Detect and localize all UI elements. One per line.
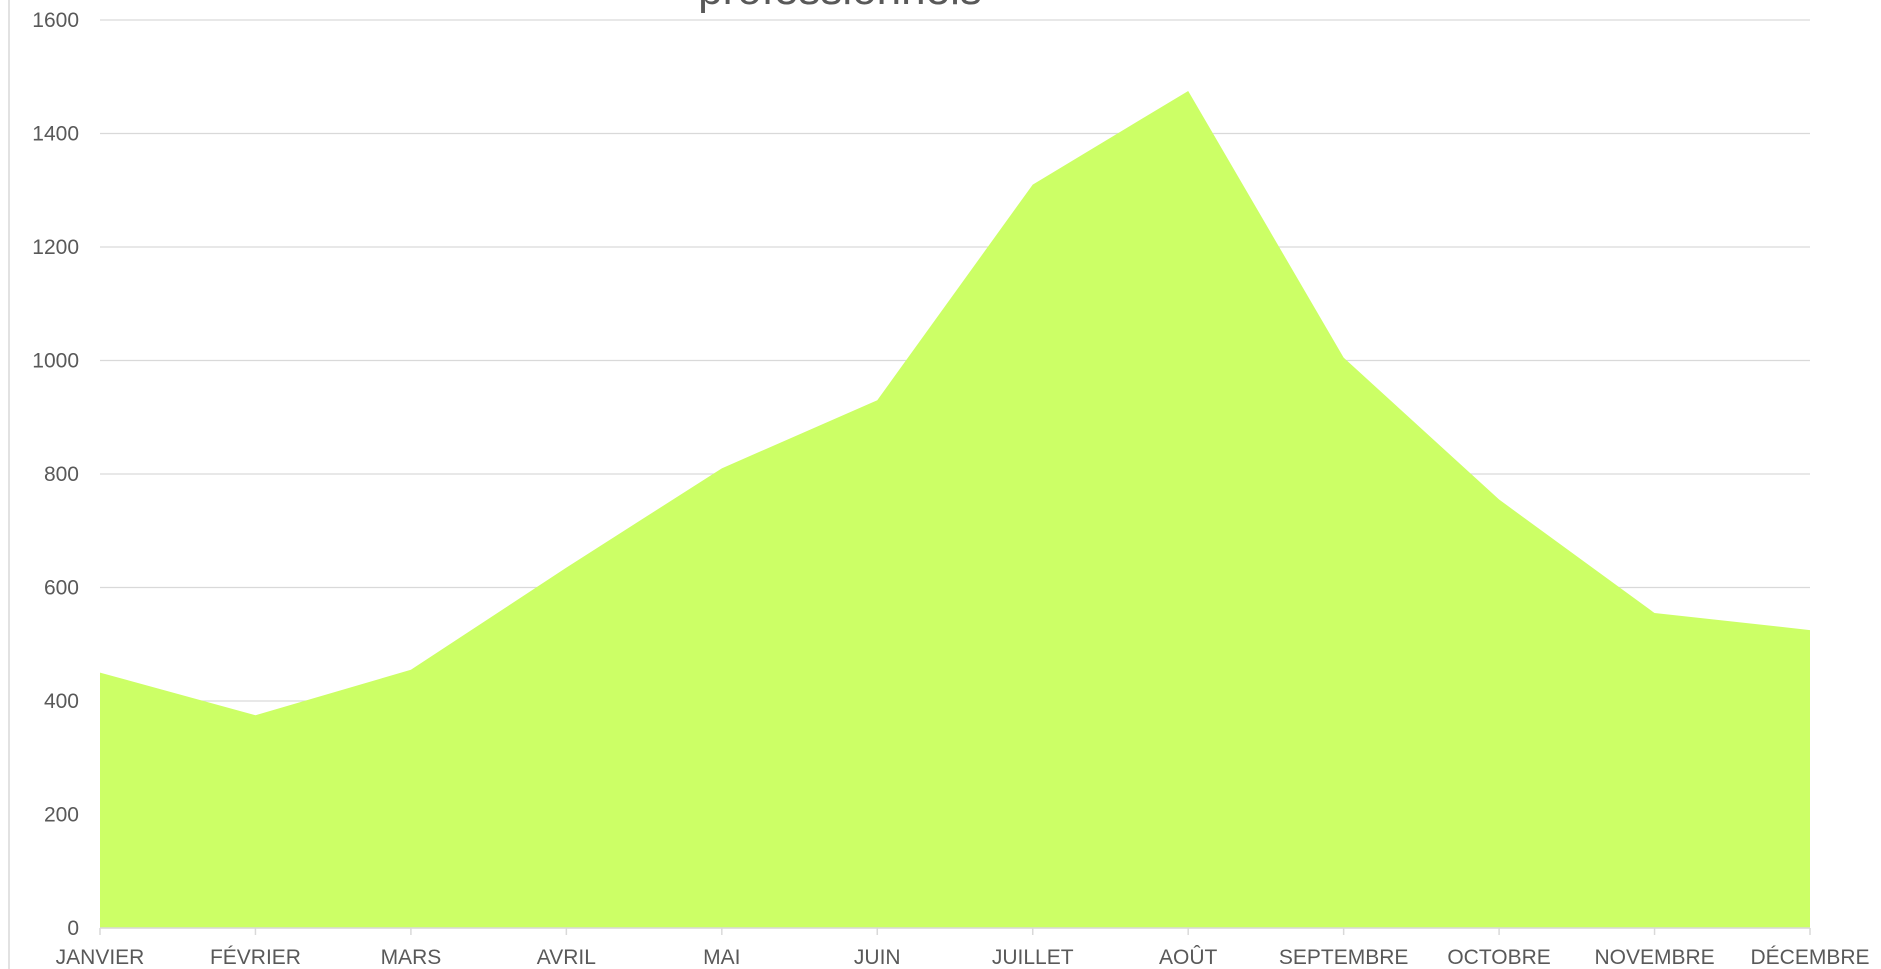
y-tick-label: 1000 [32, 350, 79, 373]
y-tick-label: 200 [44, 804, 79, 827]
x-tick-label: OCTOBRE [1447, 946, 1550, 969]
x-tick-label: JUILLET [992, 946, 1074, 969]
x-tick-label: AVRIL [537, 946, 596, 969]
area [100, 90, 1810, 928]
y-tick-label: 1600 [32, 9, 79, 32]
y-tick-label: 1200 [32, 236, 79, 259]
x-tick-label: MARS [381, 946, 442, 969]
y-tick-label: 400 [44, 690, 79, 713]
y-tick-label: 1400 [32, 123, 79, 146]
chart-title: professionnels [698, 0, 982, 14]
x-tick-label: NOVEMBRE [1594, 946, 1714, 969]
y-tick-label: 0 [67, 917, 79, 940]
x-tick-label: JUIN [854, 946, 901, 969]
x-tick-label: DÉCEMBRE [1750, 946, 1869, 969]
x-tick-label: SEPTEMBRE [1279, 946, 1409, 969]
x-tick-label: AOÛT [1159, 946, 1218, 969]
x-tick-label: FÉVRIER [210, 946, 301, 969]
y-tick-label: 600 [44, 577, 79, 600]
x-tick-label: MAI [703, 946, 740, 969]
x-tick-label: JANVIER [56, 946, 145, 969]
y-tick-label: 800 [44, 463, 79, 486]
